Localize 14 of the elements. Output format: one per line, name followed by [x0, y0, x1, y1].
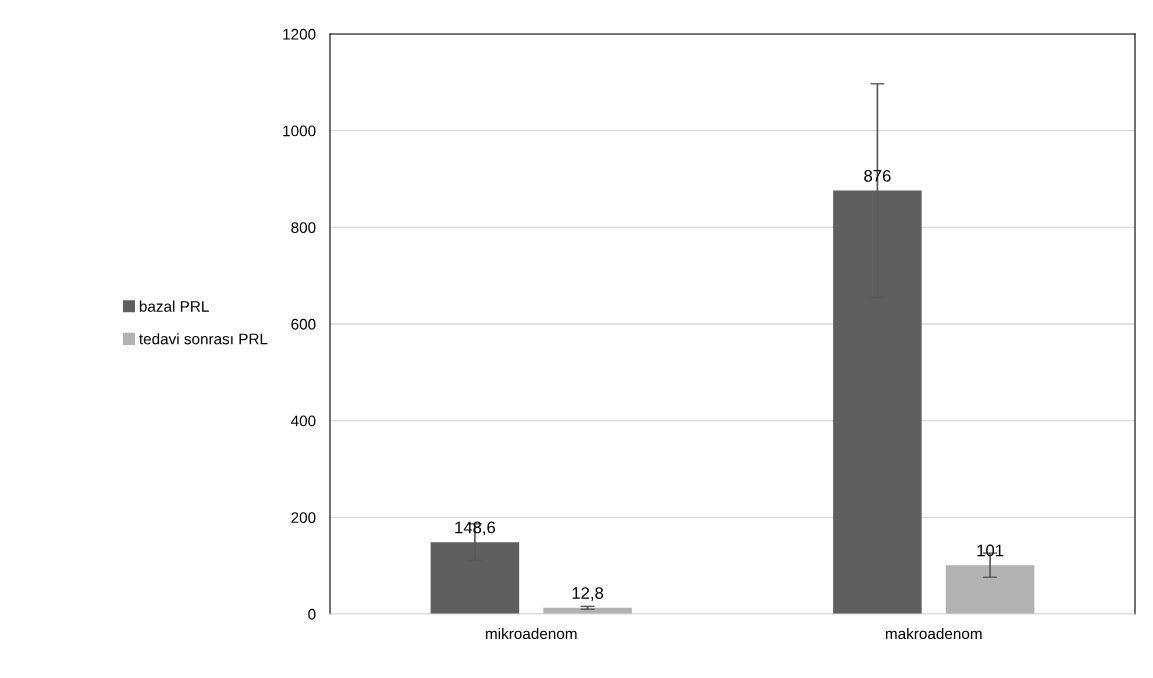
- legend-label: bazal PRL: [139, 300, 209, 312]
- y-tick-label: 0: [308, 608, 316, 620]
- y-tick-label: 400: [290, 415, 316, 427]
- x-tick-label: makroadenom: [885, 627, 982, 640]
- x-tick-label: mikroadenom: [485, 627, 577, 640]
- y-tick-label: 200: [291, 512, 316, 524]
- bar: [945, 565, 1035, 614]
- legend-label: tedavi sonrası PRL: [139, 333, 268, 345]
- y-tick-label: 800: [291, 222, 316, 234]
- y-tick-label: 1000: [283, 125, 316, 137]
- y-tick-label: 600: [291, 318, 316, 330]
- data-label: 101: [977, 544, 1004, 557]
- y-tick-label: 1200: [283, 28, 316, 40]
- data-label: 12,8: [572, 587, 604, 601]
